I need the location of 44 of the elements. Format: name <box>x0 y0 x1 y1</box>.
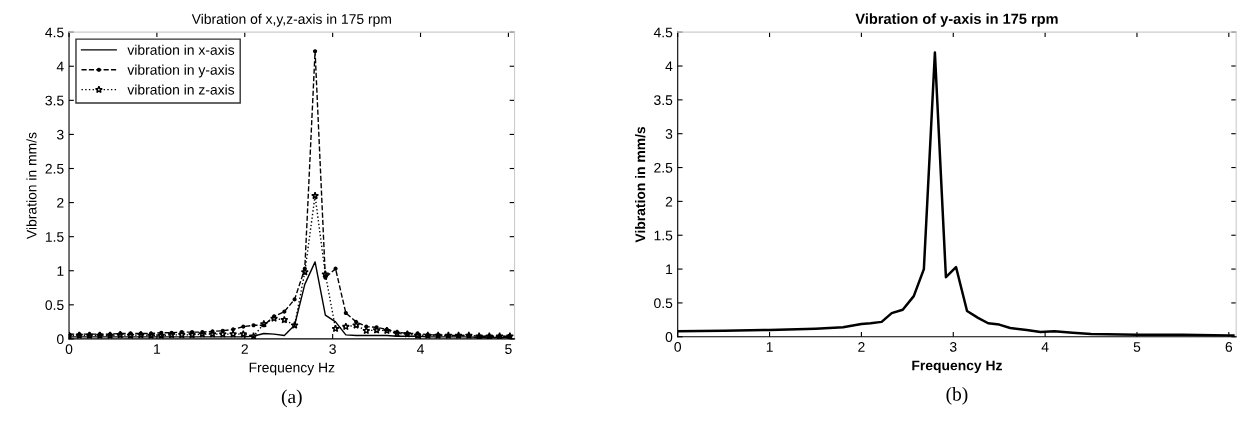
y-tick-label: 2.5 <box>654 162 673 173</box>
y-tick-label: 0.5 <box>654 298 673 309</box>
y-tick-label: 0 <box>665 332 673 342</box>
y-tick-label: 1 <box>57 266 64 276</box>
x-tick-label: 1 <box>766 342 773 352</box>
y-tick-label: 0 <box>56 334 64 345</box>
y-axis-title: Vibration in mm/s <box>26 132 37 239</box>
x-tick-label: 4 <box>416 344 424 354</box>
x-tick-label: 6 <box>1225 341 1233 352</box>
x-tick-label: 5 <box>505 344 512 354</box>
x-tick-label: 3 <box>949 341 957 352</box>
x-tick-label: 3 <box>329 344 336 354</box>
y-tick-label: 3.5 <box>654 95 673 106</box>
legend-label: vibration in x-axis <box>127 44 235 55</box>
chart-title: Vibration of x,y,z-axis in 175 rpm <box>191 13 391 27</box>
chart-title: Vibration of y-axis in 175 rpm <box>855 13 1058 27</box>
y-tick-label: 4.5 <box>45 27 64 38</box>
y-tick-label: 0.5 <box>45 300 64 310</box>
x-axis-title: Frequency Hz <box>912 360 1002 374</box>
legend-label: vibration in y-axis <box>127 64 235 78</box>
y-tick-label: 2 <box>665 196 673 207</box>
y-axis-title: Vibration in mm/s <box>635 126 646 243</box>
x-tick-label: 2 <box>241 344 248 354</box>
x-tick-label: 0 <box>674 341 682 352</box>
x-tick-label: 2 <box>858 341 865 352</box>
y-tick-label: 2 <box>57 197 64 208</box>
y-tick-label: 1 <box>666 264 673 275</box>
text: (b) <box>946 387 968 405</box>
x-tick-label: 5 <box>1133 342 1141 352</box>
x-tick-label: 0 <box>65 344 73 354</box>
x-axis-title: Frequency Hz <box>249 362 335 376</box>
y-tick-label: 4 <box>56 61 64 72</box>
x-tick-label: 4 <box>1041 342 1049 352</box>
y-tick-label: 2.5 <box>45 163 64 174</box>
y-tick-label: 3 <box>665 129 673 139</box>
y-tick-label: 3 <box>56 129 64 140</box>
y-tick-label: 4 <box>665 61 673 72</box>
legend-label: vibration in z-axis <box>127 84 235 95</box>
y-tick-label: 1.5 <box>45 232 64 242</box>
y-tick-label: 4.5 <box>653 27 673 38</box>
x-tick-label: 1 <box>154 344 161 354</box>
y-tick-label: 1.5 <box>654 230 673 241</box>
text: (a) <box>281 389 302 408</box>
y-tick-label: 3.5 <box>45 95 64 106</box>
